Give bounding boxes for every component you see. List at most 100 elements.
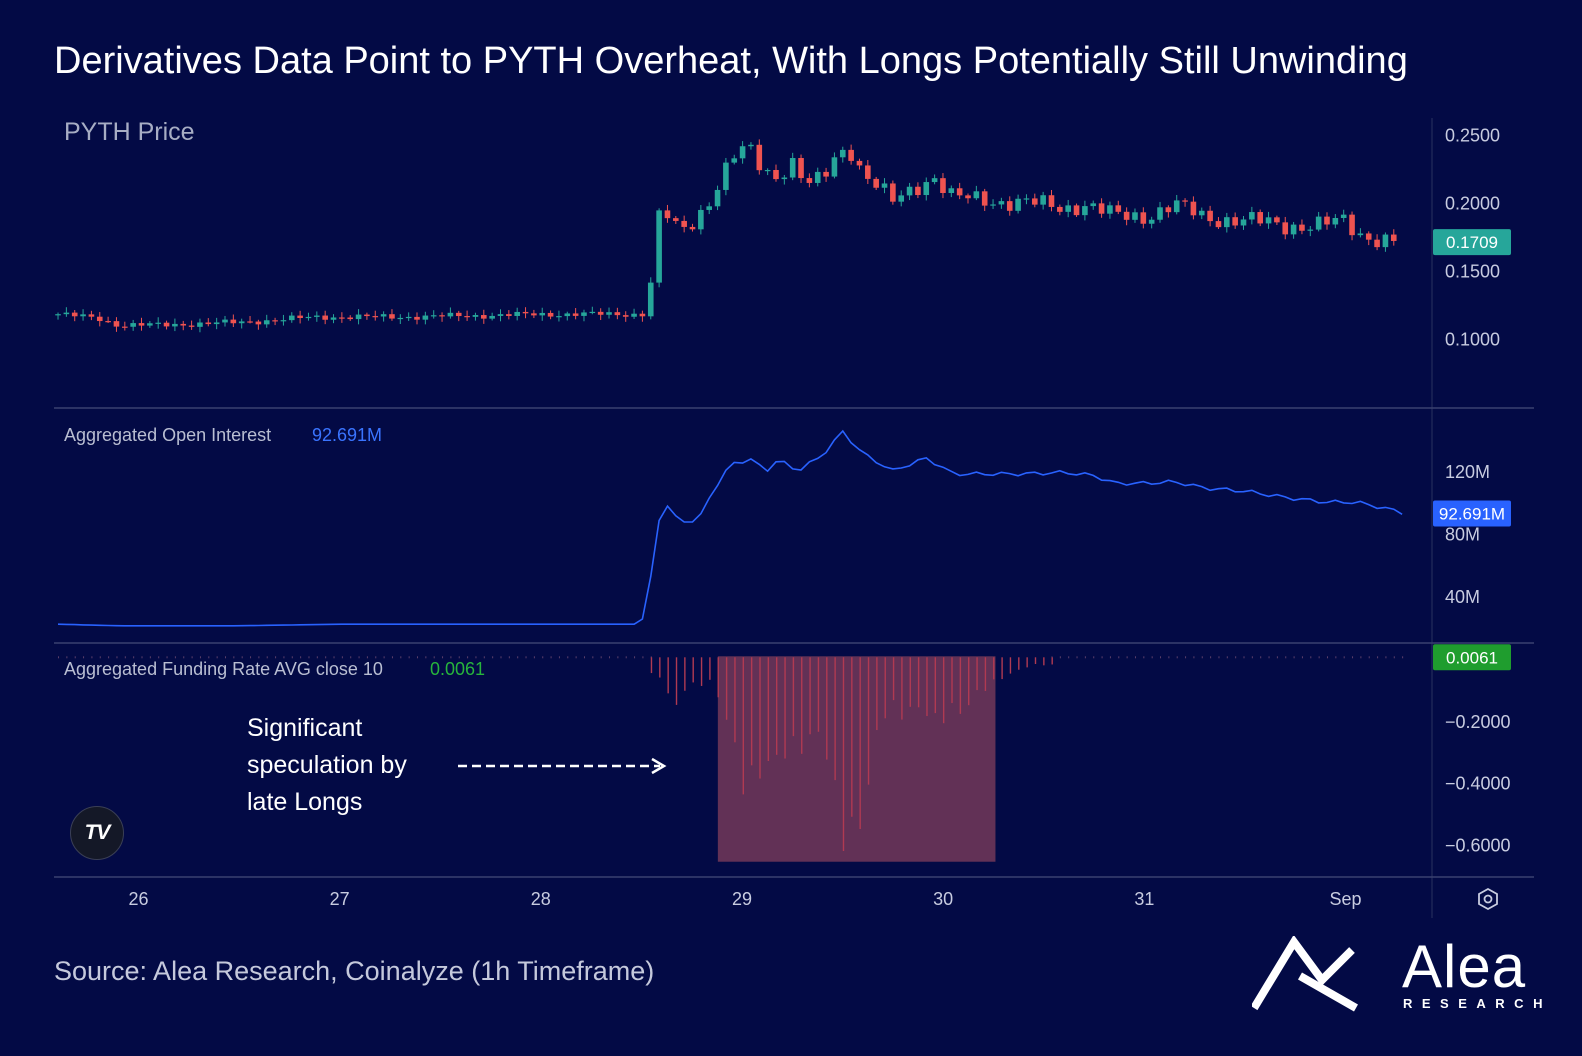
candle-body bbox=[940, 178, 946, 194]
candle-body bbox=[1057, 206, 1063, 212]
funding-baseline-dot bbox=[383, 656, 385, 659]
settings-icon-center bbox=[1483, 894, 1493, 904]
candle-body bbox=[1390, 234, 1397, 241]
candle-body bbox=[389, 314, 395, 319]
candle-body bbox=[364, 314, 370, 317]
candle-body bbox=[1098, 203, 1105, 214]
funding-baseline-dot bbox=[417, 656, 419, 659]
candle-body bbox=[981, 191, 988, 206]
funding-baseline-dot bbox=[1059, 656, 1061, 659]
candle-body bbox=[606, 312, 612, 315]
funding-last-value-bg bbox=[1433, 644, 1511, 671]
funding-baseline-dot bbox=[634, 656, 636, 659]
funding-tick-label: −0.6000 bbox=[1445, 835, 1511, 855]
candle-body bbox=[781, 177, 788, 180]
candle-body bbox=[1031, 198, 1038, 205]
candle-body bbox=[71, 312, 78, 317]
funding-baseline-dot bbox=[316, 656, 318, 659]
candle-body bbox=[213, 322, 220, 325]
candle-body bbox=[1349, 214, 1355, 236]
candle-body bbox=[831, 157, 838, 177]
funding-baseline-dot bbox=[350, 656, 352, 659]
funding-baseline-dot bbox=[433, 656, 435, 659]
candle-body bbox=[1232, 217, 1238, 226]
oi-tick-label: 40M bbox=[1445, 587, 1480, 607]
candle-body bbox=[622, 315, 629, 317]
chart-title: Derivatives Data Point to PYTH Overheat,… bbox=[54, 40, 1408, 82]
funding-baseline-dot bbox=[1385, 656, 1387, 659]
candle-body bbox=[1240, 219, 1247, 226]
funding-baseline-dot bbox=[533, 656, 535, 659]
funding-baseline-dot bbox=[124, 656, 126, 659]
funding-baseline-dot bbox=[158, 656, 160, 659]
funding-baseline-dot bbox=[408, 656, 410, 659]
candle-body bbox=[305, 316, 312, 319]
funding-baseline-dot bbox=[1201, 656, 1203, 659]
funding-baseline-dot bbox=[233, 656, 235, 659]
funding-baseline-dot bbox=[1101, 656, 1103, 659]
candle-body bbox=[1340, 214, 1347, 219]
funding-baseline-dot bbox=[492, 656, 494, 659]
candle-body bbox=[314, 315, 320, 317]
funding-baseline-dot bbox=[442, 656, 444, 659]
funding-baseline-dot bbox=[542, 656, 544, 659]
alea-mark-icon bbox=[1252, 936, 1358, 1012]
funding-baseline-dot bbox=[258, 656, 260, 659]
candle-body bbox=[263, 320, 270, 325]
funding-baseline-dot bbox=[341, 656, 343, 659]
chart-area: PYTH Price 0.2500 0.2000 0.1500 0.1000 0.1709… bbox=[54, 118, 1534, 918]
funding-baseline-dot bbox=[1335, 656, 1337, 659]
funding-baseline-dot bbox=[525, 656, 527, 659]
candle-body bbox=[1332, 218, 1339, 225]
candle-body bbox=[238, 321, 245, 324]
candle-body bbox=[1315, 216, 1322, 230]
alea-logo: Alea RESEARCH bbox=[1252, 933, 1552, 1026]
funding-baseline-dot bbox=[567, 656, 569, 659]
candle-body bbox=[105, 321, 111, 323]
candle-body bbox=[673, 218, 679, 221]
funding-baseline-dot bbox=[450, 656, 452, 659]
settings-icon[interactable] bbox=[1478, 887, 1498, 911]
candle-body bbox=[748, 144, 754, 147]
tradingview-logo-text: TV bbox=[84, 821, 111, 844]
candle-body bbox=[848, 149, 854, 161]
funding-baseline-dot bbox=[642, 656, 644, 659]
funding-baseline-dot bbox=[133, 656, 135, 659]
candle-body bbox=[1249, 212, 1255, 220]
candle-body bbox=[915, 186, 921, 196]
candle-body bbox=[188, 325, 195, 327]
candle-body bbox=[806, 178, 813, 183]
candle-body bbox=[130, 323, 136, 327]
candle-body bbox=[681, 220, 687, 227]
candle-body bbox=[322, 315, 328, 320]
candle-body bbox=[1082, 206, 1088, 216]
funding-baseline-dot bbox=[1251, 656, 1253, 659]
candle-body bbox=[1382, 234, 1389, 248]
candle-body bbox=[890, 183, 896, 202]
funding-baseline-dot bbox=[108, 656, 110, 659]
candle-body bbox=[948, 188, 955, 194]
candle-body bbox=[764, 169, 771, 172]
funding-baseline-dot bbox=[300, 656, 302, 659]
oi-tick-label: 80M bbox=[1445, 524, 1480, 544]
candle-body bbox=[998, 201, 1005, 205]
candle-body bbox=[739, 146, 746, 159]
funding-baseline-dot bbox=[191, 656, 193, 659]
candle-body bbox=[731, 158, 738, 163]
funding-baseline-dot bbox=[366, 656, 368, 659]
funding-baseline-dot bbox=[183, 656, 185, 659]
oi-last-value: 92.691M bbox=[1439, 505, 1505, 524]
x-tick-label: 28 bbox=[531, 889, 551, 909]
funding-baseline-dot bbox=[1377, 656, 1379, 659]
candle-body bbox=[1065, 205, 1071, 212]
funding-baseline-dot bbox=[83, 656, 85, 659]
funding-baseline-dot bbox=[592, 656, 594, 659]
candle-body bbox=[1257, 212, 1264, 224]
funding-baseline-dot bbox=[74, 656, 76, 659]
price-tick-label: 0.1500 bbox=[1445, 262, 1500, 282]
funding-baseline-dot bbox=[1226, 656, 1228, 659]
candle-body bbox=[180, 323, 187, 326]
candle-body bbox=[881, 183, 888, 188]
candle-body bbox=[1006, 201, 1013, 211]
funding-baseline-dot bbox=[358, 656, 360, 659]
